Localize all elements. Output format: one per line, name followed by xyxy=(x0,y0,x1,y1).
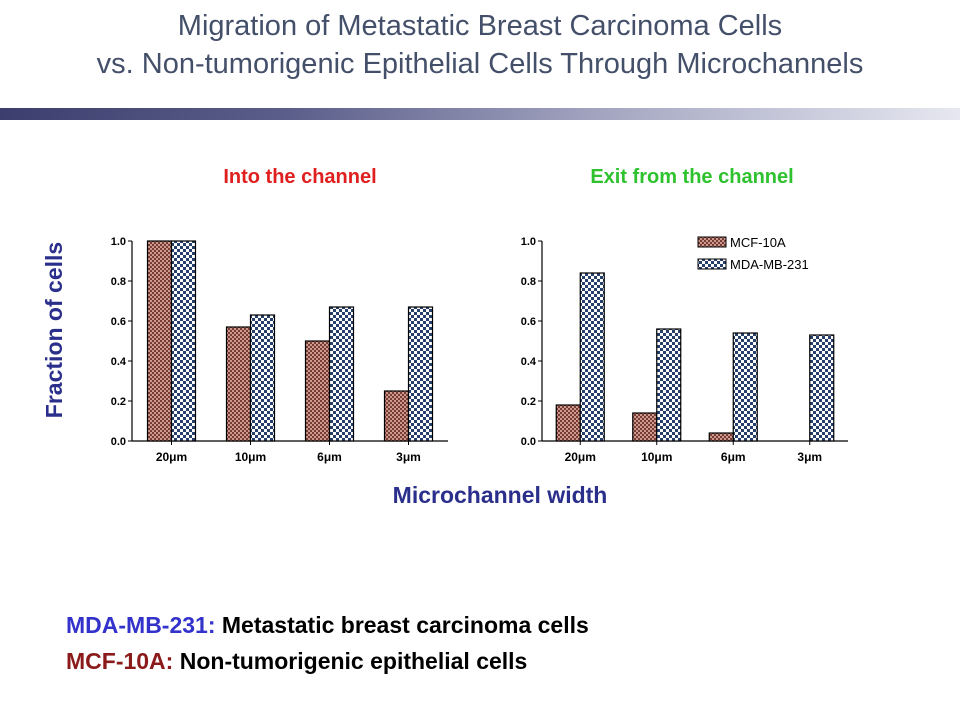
y-tick-label: 1.0 xyxy=(521,236,536,248)
x-axis-label: Microchannel width xyxy=(392,482,608,508)
chart-title-into-channel: Into the channel xyxy=(223,166,377,188)
y-tick-label: 0.4 xyxy=(521,356,537,368)
y-tick-label: 0.4 xyxy=(111,356,127,368)
footnote-key: MDA-MB-231: xyxy=(66,612,216,638)
bar-mda-mb-231-3 xyxy=(407,306,434,442)
y-tick-label: 0.6 xyxy=(521,316,536,328)
bar-mcf-10a-1 xyxy=(225,326,252,442)
y-tick-label: 0.0 xyxy=(521,436,536,448)
y-tick-label: 0.6 xyxy=(111,316,126,328)
bar-mda-mb-231-1 xyxy=(249,314,276,442)
bar-mda-mb-231-0 xyxy=(579,272,605,442)
x-tick-label: 10μm xyxy=(641,450,672,464)
x-tick-label: 3μm xyxy=(396,450,421,464)
slide-title-line-1: Migration of Metastatic Breast Carcinoma… xyxy=(177,10,783,42)
y-tick-label: 0.2 xyxy=(521,396,536,408)
x-tick-label: 3μm xyxy=(797,450,822,464)
legend-swatch xyxy=(697,258,727,270)
x-tick-label: 6μm xyxy=(721,450,746,464)
y-tick-label: 0.0 xyxy=(111,436,126,448)
bar-mcf-10a-0 xyxy=(146,240,173,442)
y-tick-label: 0.8 xyxy=(521,276,536,288)
bar-mcf-10a-3 xyxy=(383,390,410,442)
footnote-mcf-10a: MCF-10A: Non-tumorigenic epithelial cell… xyxy=(66,648,527,675)
y-tick-label: 1.0 xyxy=(111,236,126,248)
legend-label: MCF-10A xyxy=(730,235,786,250)
bar-mda-mb-231-0 xyxy=(170,240,197,442)
bar-mda-mb-231-1 xyxy=(656,328,682,442)
bar-mcf-10a-2 xyxy=(304,340,331,442)
y-tick-label: 0.2 xyxy=(111,396,126,408)
footnote-text: Metastatic breast carcinoma cells xyxy=(215,612,589,638)
legend-label: MDA-MB-231 xyxy=(730,257,809,272)
footnote-mda-mb-231: MDA-MB-231: Metastatic breast carcinoma … xyxy=(66,612,589,639)
slide-title-line-2: vs. Non-tumorigenic Epithelial Cells Thr… xyxy=(96,48,864,80)
y-tick-label: 0.8 xyxy=(111,276,126,288)
x-tick-label: 10μm xyxy=(235,450,266,464)
legend-swatch xyxy=(697,236,727,248)
bar-mcf-10a-1 xyxy=(632,412,658,442)
chart-title-exit-channel: Exit from the channel xyxy=(590,166,794,188)
bar-mcf-10a-0 xyxy=(555,404,581,442)
bar-mda-mb-231-2 xyxy=(328,306,355,442)
x-tick-label: 6μm xyxy=(317,450,342,464)
title-divider xyxy=(0,108,960,120)
bar-mda-mb-231-3 xyxy=(809,334,835,442)
bar-mcf-10a-2 xyxy=(708,432,734,442)
bar-mda-mb-231-2 xyxy=(732,332,758,442)
x-tick-label: 20μm xyxy=(156,450,187,464)
footnote-key: MCF-10A: xyxy=(66,648,174,674)
footnote-text: Non-tumorigenic epithelial cells xyxy=(173,648,528,674)
x-tick-label: 20μm xyxy=(565,450,596,464)
